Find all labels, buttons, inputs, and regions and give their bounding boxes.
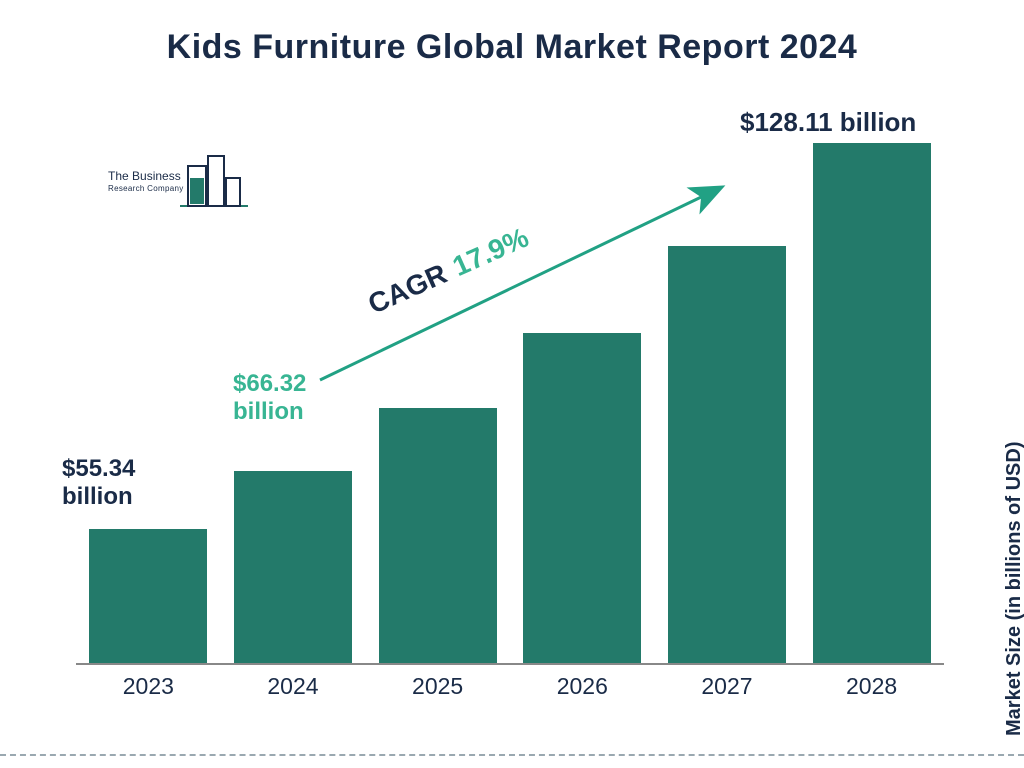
bar-slot (89, 529, 207, 663)
bar-2027 (668, 246, 786, 663)
bar-2025 (379, 408, 497, 663)
x-label-2027: 2027 (668, 673, 786, 700)
x-axis-baseline (76, 663, 944, 665)
bar-slot (234, 471, 352, 664)
bar-slot (668, 246, 786, 663)
value-label-2023: $55.34 billion (62, 455, 172, 510)
x-label-2028: 2028 (813, 673, 931, 700)
x-labels: 2023 2024 2025 2026 2027 2028 (76, 673, 944, 700)
x-label-2024: 2024 (234, 673, 352, 700)
y-axis-label: Market Size (in billions of USD) (1003, 442, 1024, 736)
bar-2024 (234, 471, 352, 664)
chart-area: 2023 2024 2025 2026 2027 2028 (76, 140, 944, 700)
bar-2028 (813, 143, 931, 663)
bar-slot (379, 408, 497, 663)
x-label-2026: 2026 (523, 673, 641, 700)
x-label-2023: 2023 (89, 673, 207, 700)
footer-divider (0, 754, 1024, 756)
bar-slot (813, 143, 931, 663)
bar-2023 (89, 529, 207, 663)
bar-2026 (523, 333, 641, 663)
value-label-2028: $128.11 billion (740, 108, 940, 138)
chart-title: Kids Furniture Global Market Report 2024 (0, 28, 1024, 67)
x-label-2025: 2025 (379, 673, 497, 700)
bars-container (76, 143, 944, 663)
bar-slot (523, 333, 641, 663)
value-label-2024: $66.32 billion (233, 370, 343, 425)
